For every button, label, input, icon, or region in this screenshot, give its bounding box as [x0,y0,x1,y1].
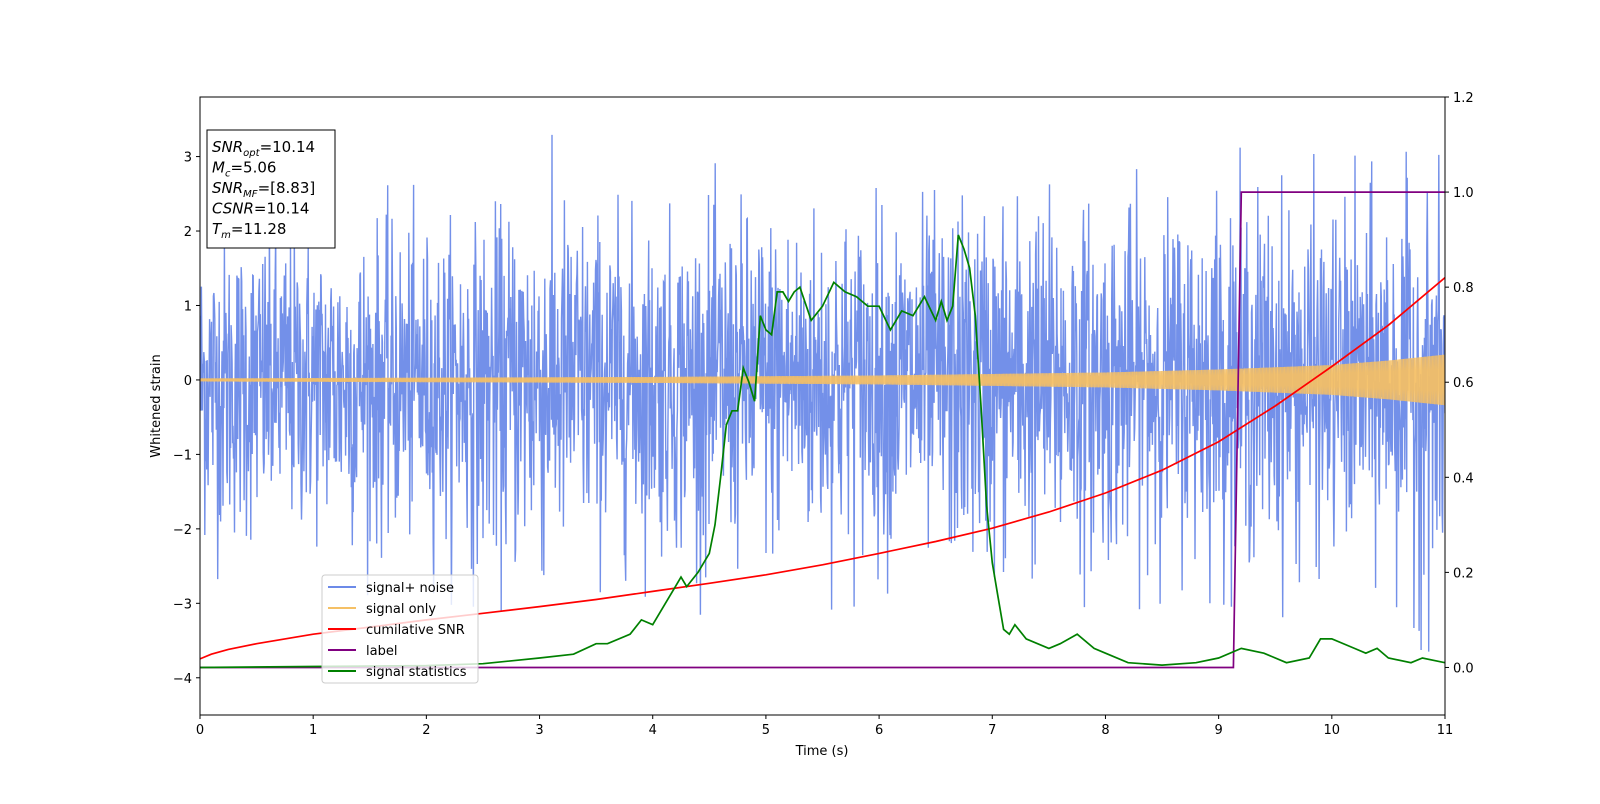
x-tick-label: 10 [1324,723,1341,738]
y2-tick-label: 0.2 [1453,566,1474,581]
y-tick-label: 3 [184,151,192,166]
y2-tick-label: 0.8 [1453,281,1474,296]
stats-line: Mc=5.06 [212,159,276,180]
series-signal-only [200,354,1445,406]
x-tick-label: 6 [875,723,883,738]
y-axis-left: −4 −3 −2 −1 0 1 2 3 [173,151,200,687]
x-axis: 0 1 2 3 4 5 6 7 8 9 10 11 [196,715,1453,738]
legend-label: cumilative SNR [366,623,465,638]
y2-tick-label: 0.0 [1453,661,1474,676]
x-tick-label: 7 [988,723,996,738]
legend-label: signal+ noise [366,581,454,596]
y2-tick-label: 1.0 [1453,186,1474,201]
legend-label: signal statistics [366,665,467,680]
y-axis-label: Whitened strain [149,354,164,457]
legend-label: label [366,644,397,659]
stats-line: SNRMF=[8.83] [212,179,315,200]
y2-tick-label: 1.2 [1453,91,1474,106]
y-tick-label: −3 [173,597,192,612]
x-tick-label: 11 [1437,723,1454,738]
y2-tick-label: 0.6 [1453,376,1474,391]
y-tick-label: −2 [173,523,192,538]
y-tick-label: 2 [184,225,192,240]
x-tick-label: 3 [535,723,543,738]
series-cumulative-snr [200,276,1445,660]
x-tick-label: 0 [196,723,204,738]
series-label [200,191,1445,669]
x-tick-label: 5 [762,723,770,738]
y-axis-right: 0.0 0.2 0.4 0.6 0.8 1.0 1.2 [1445,91,1474,676]
legend-label: signal only [366,602,436,617]
y-tick-label: 0 [184,374,192,389]
x-tick-label: 8 [1101,723,1109,738]
x-tick-label: 4 [649,723,657,738]
y2-tick-label: 0.4 [1453,471,1474,486]
series-signal-statistics [200,234,1445,669]
y-tick-label: −4 [173,672,192,687]
y-tick-label: −1 [173,448,192,463]
stats-box: SNRopt=10.14Mc=5.06SNRMF=[8.83]CSNR=10.1… [206,129,336,249]
x-axis-label: Time (s) [795,744,849,759]
stats-line: SNRopt=10.14 [212,138,315,159]
stats-line: Tm=11.28 [212,220,286,241]
legend: signal+ noise signal only cumilative SNR la… [321,574,479,684]
stats-box-frame [206,129,336,249]
x-tick-label: 9 [1214,723,1222,738]
plot-area [200,134,1445,669]
stats-line: CSNR=10.14 [212,200,309,218]
x-tick-label: 1 [309,723,317,738]
legend-frame [321,574,479,684]
x-tick-label: 2 [422,723,430,738]
plot-frame [199,96,1446,716]
y-tick-label: 1 [184,299,192,314]
series-signal-noise [200,134,1445,652]
